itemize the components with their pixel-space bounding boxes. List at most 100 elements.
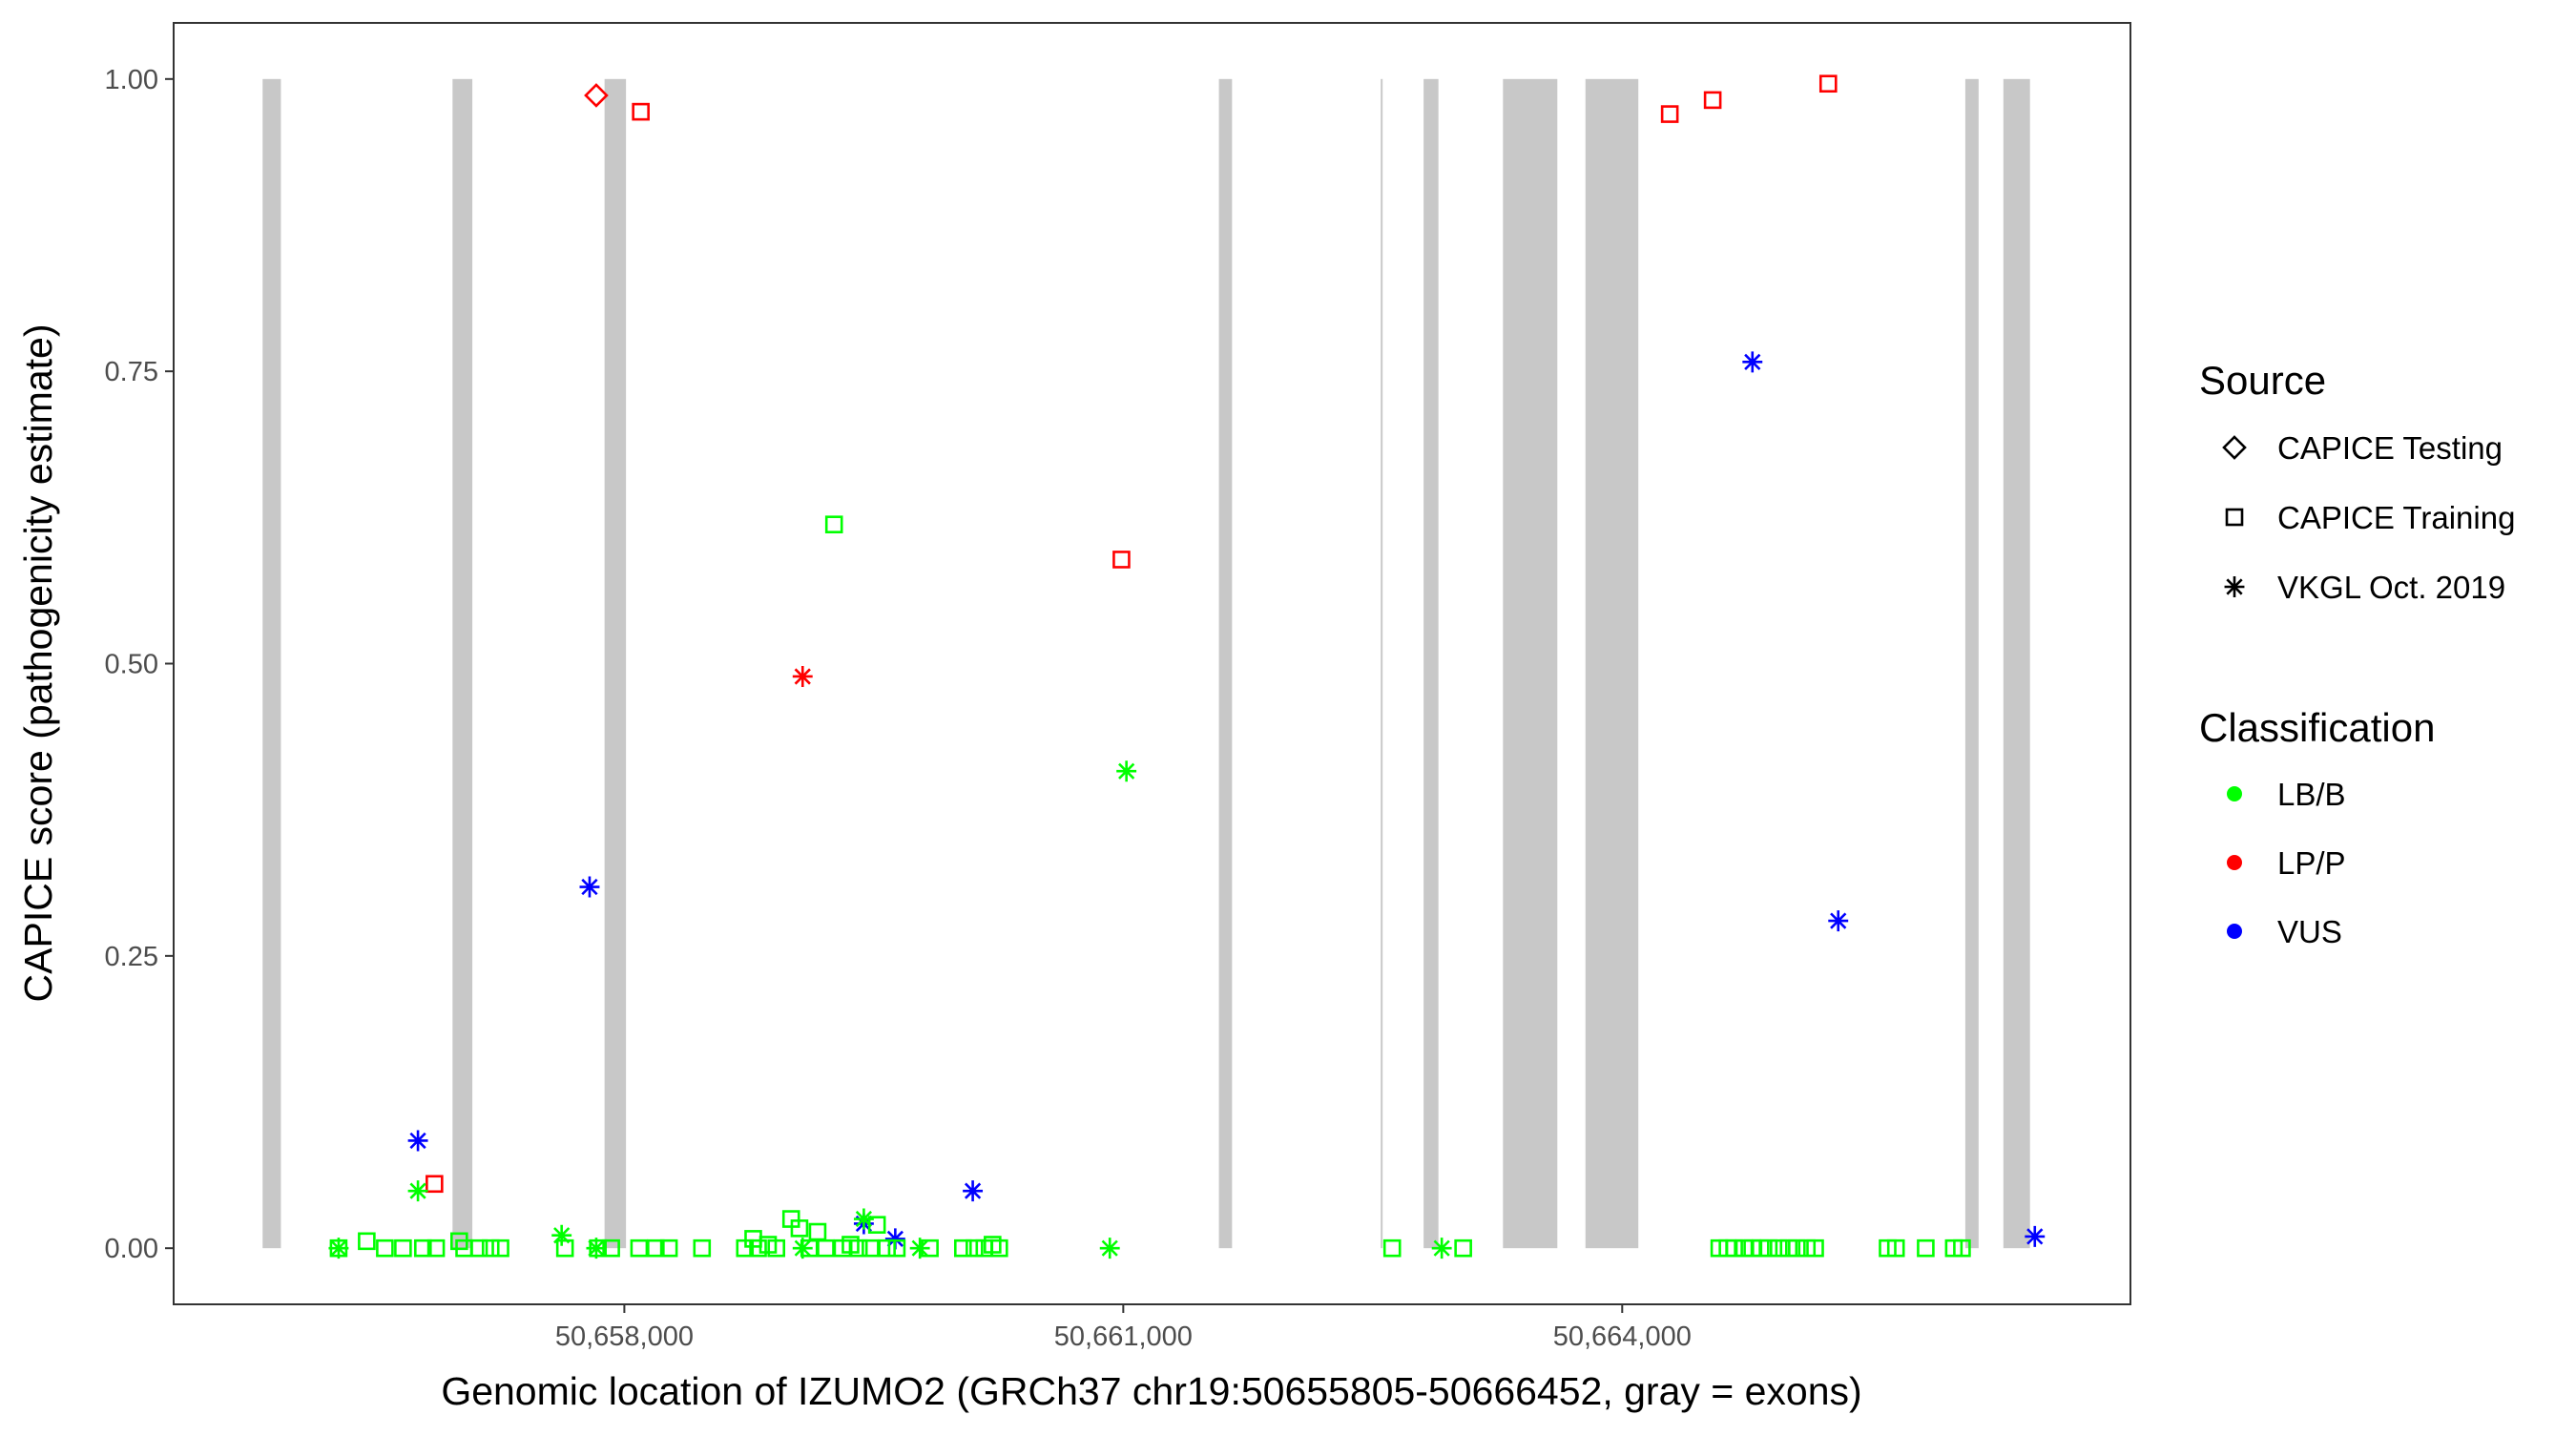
data-point	[358, 1232, 376, 1251]
data-point	[2025, 1225, 2046, 1247]
data-point	[469, 1238, 488, 1258]
data-point	[867, 1216, 886, 1234]
data-point	[329, 1238, 348, 1258]
data-point	[376, 1238, 394, 1258]
data-point	[808, 1222, 827, 1241]
data-point	[584, 83, 609, 108]
y-tick-label: 0.25	[105, 942, 158, 972]
data-point	[407, 1130, 428, 1152]
x-axis-title: Genomic location of IZUMO2 (GRCh37 chr19…	[441, 1369, 1861, 1413]
legend-source-label: CAPICE Training	[2277, 500, 2515, 535]
data-point	[824, 515, 843, 533]
exon-bar	[1585, 78, 1639, 1249]
data-point	[426, 1175, 444, 1194]
data-point	[589, 1238, 607, 1258]
data-point	[849, 1238, 868, 1258]
exon-bar	[452, 78, 473, 1249]
data-point	[1742, 351, 1763, 373]
legend-key-asterisk-icon	[2224, 576, 2245, 597]
y-tick-label: 0.50	[105, 650, 158, 680]
legend-source-title: Source	[2199, 358, 2326, 403]
exon-bar	[1218, 78, 1233, 1249]
data-point	[817, 1238, 835, 1258]
x-tick-label: 50,664,000	[1553, 1322, 1692, 1352]
data-point	[887, 1238, 906, 1258]
data-point	[1886, 1238, 1905, 1258]
data-point	[1725, 1238, 1743, 1258]
data-point	[1806, 1238, 1824, 1258]
exon-bar	[1964, 78, 1979, 1249]
data-point	[1382, 1238, 1402, 1258]
data-point	[921, 1238, 939, 1258]
exon-bar	[1381, 78, 1383, 1249]
legend-class-label: VUS	[2277, 914, 2342, 949]
data-point	[693, 1238, 712, 1258]
exon-bar	[1503, 78, 1558, 1249]
legend-key-dot-icon	[2227, 855, 2242, 870]
exon-layer	[262, 78, 2030, 1249]
data-point	[767, 1238, 786, 1258]
data-point	[862, 1238, 880, 1258]
legend-key-dot-icon	[2227, 924, 2242, 939]
data-point	[1660, 105, 1679, 123]
data-point	[1112, 551, 1131, 569]
data-point	[966, 1238, 984, 1258]
data-point	[878, 1238, 896, 1258]
data-point	[1099, 1238, 1120, 1259]
data-point	[632, 102, 650, 121]
data-point	[1828, 910, 1849, 932]
data-point	[659, 1238, 678, 1258]
data-point	[586, 1238, 607, 1259]
x-tick-label: 50,661,000	[1054, 1322, 1193, 1352]
data-point	[426, 1238, 446, 1258]
data-point	[1431, 1238, 1452, 1259]
data-point	[602, 1238, 620, 1258]
data-point	[551, 1224, 572, 1246]
data-point	[1770, 1238, 1788, 1258]
exon-bar	[604, 78, 627, 1249]
data-point	[884, 1228, 905, 1250]
legend-class-label: LB/B	[2277, 777, 2346, 812]
data-point	[909, 1238, 930, 1259]
x-tick-label: 50,658,000	[555, 1322, 694, 1352]
data-point	[963, 1180, 984, 1202]
data-point	[481, 1238, 500, 1258]
data-point	[413, 1238, 432, 1258]
data-point	[579, 876, 600, 898]
data-point	[328, 1238, 349, 1259]
legend-key-square-icon	[2225, 508, 2244, 527]
data-point	[491, 1238, 509, 1258]
data-point	[1917, 1238, 1935, 1258]
y-tick-label: 1.00	[105, 65, 158, 95]
legend-class-label: LP/P	[2277, 845, 2346, 881]
data-point	[990, 1238, 1008, 1258]
data-point	[1454, 1238, 1472, 1258]
data-point	[394, 1238, 412, 1258]
legend-source-label: VKGL Oct. 2019	[2277, 570, 2505, 605]
legend-key-diamond-icon	[2222, 435, 2247, 460]
legend: Source Classification CAPICE Testing CAPI…	[2199, 358, 2515, 949]
y-axis-title: CAPICE score (pathogenicity estimate)	[16, 324, 60, 1003]
exon-bar	[1423, 78, 1439, 1249]
data-point	[1703, 91, 1722, 110]
data-point	[1788, 1238, 1806, 1258]
y-tick-label: 0.00	[105, 1234, 158, 1264]
data-point	[1953, 1238, 1971, 1258]
y-tick-label: 0.75	[105, 357, 158, 387]
data-point	[749, 1238, 767, 1258]
data-point	[1759, 1238, 1778, 1258]
data-point	[790, 1219, 809, 1238]
data-point	[792, 665, 813, 687]
data-point	[954, 1238, 972, 1258]
x-axis: 50,658,000 50,661,000 50,664,000	[555, 1304, 1692, 1352]
data-point	[407, 1180, 428, 1202]
data-point	[1818, 74, 1838, 94]
legend-class-title: Classification	[2199, 705, 2435, 750]
data-point	[555, 1238, 574, 1258]
data-point	[1116, 760, 1137, 782]
legend-source-label: CAPICE Testing	[2277, 430, 2503, 466]
y-axis: 0.00 0.25 0.50 0.75 1.00	[105, 65, 174, 1264]
exon-bar	[2003, 78, 2030, 1249]
exon-bar	[262, 78, 281, 1249]
